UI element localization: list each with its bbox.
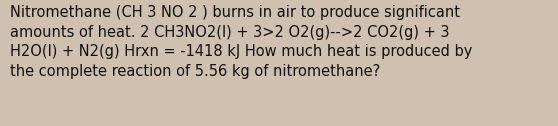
Text: Nitromethane (CH 3 NO 2 ) burns in air to produce significant
amounts of heat. 2: Nitromethane (CH 3 NO 2 ) burns in air t… [10,5,473,79]
